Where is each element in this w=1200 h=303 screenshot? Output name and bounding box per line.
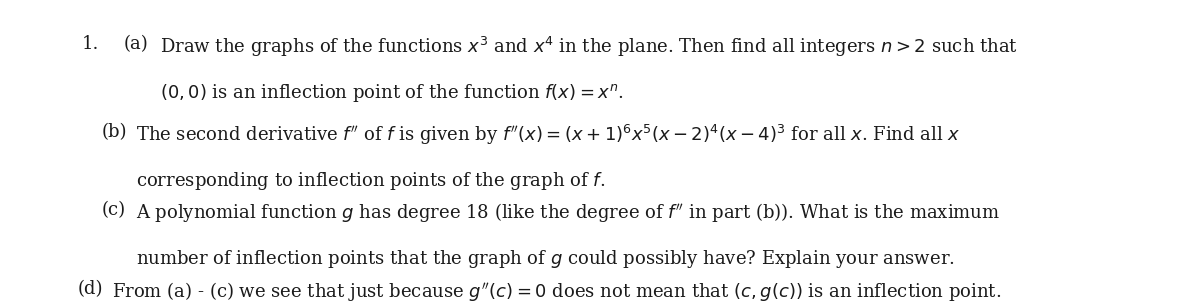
Text: corresponding to inflection points of the graph of $f$.: corresponding to inflection points of th… [136, 170, 605, 192]
Text: (b): (b) [102, 123, 127, 141]
Text: $(0, 0)$ is an inflection point of the function $f(x) = x^n$.: $(0, 0)$ is an inflection point of the f… [160, 82, 623, 104]
Text: 1.: 1. [82, 35, 98, 53]
Text: From (a) - (c) we see that just because $g''(c) = 0$ does not mean that $(c, g(c: From (a) - (c) we see that just because … [112, 280, 1001, 303]
Text: Draw the graphs of the functions $x^3$ and $x^4$ in the plane. Then find all int: Draw the graphs of the functions $x^3$ a… [160, 35, 1018, 59]
Text: (d): (d) [78, 280, 103, 298]
Text: A polynomial function $g$ has degree 18 (like the degree of $f''$ in part (b)). : A polynomial function $g$ has degree 18 … [136, 201, 1000, 225]
Text: (c): (c) [102, 201, 126, 219]
Text: The second derivative $f''$ of $f$ is given by $f''(x) = (x + 1)^6 x^5(x - 2)^4(: The second derivative $f''$ of $f$ is gi… [136, 123, 960, 147]
Text: number of inflection points that the graph of $g$ could possibly have? Explain y: number of inflection points that the gra… [136, 248, 954, 271]
Text: (a): (a) [124, 35, 149, 53]
